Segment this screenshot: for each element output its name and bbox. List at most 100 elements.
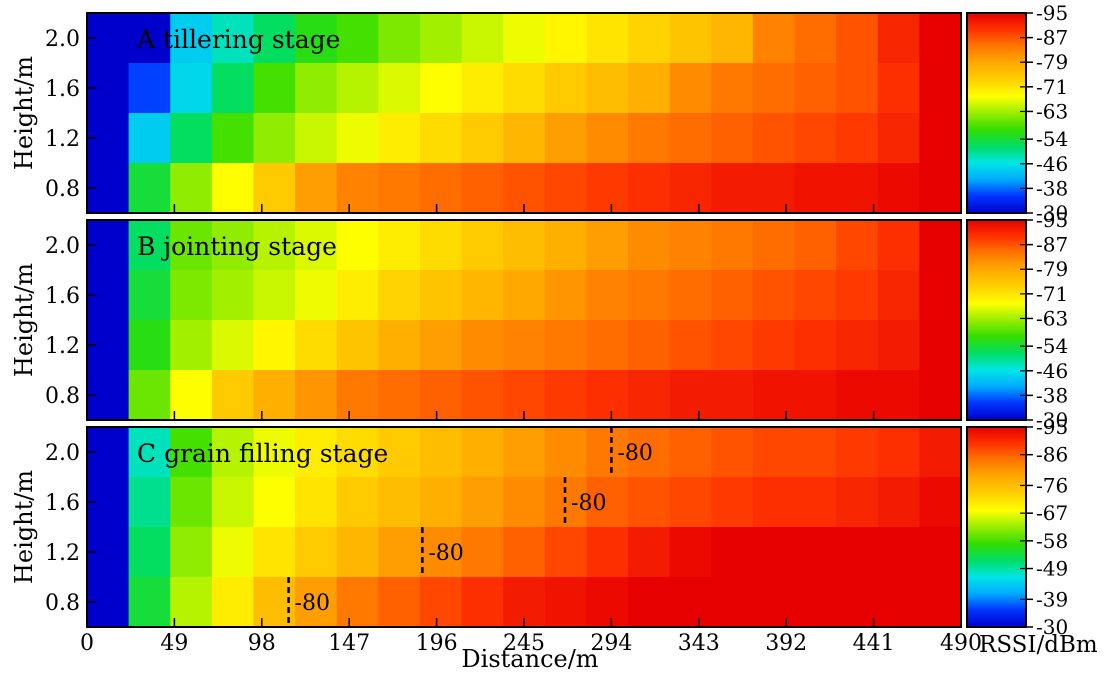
heatmap-cell	[752, 427, 796, 478]
y-tick-label: 1.2	[45, 334, 80, 359]
heatmap-cell	[461, 320, 504, 371]
heatmap-cell	[919, 220, 962, 271]
panel-a: 2.0 1.6 1.2 0.8 Height/m A tillering stage -95…	[10, 1, 1068, 225]
heatmap-cell	[128, 320, 171, 371]
colorbar-tick-label: -95	[1036, 415, 1068, 439]
heatmap-cell	[794, 63, 837, 114]
heatmap-cell	[544, 577, 588, 628]
heatmap-cell	[170, 220, 213, 271]
heatmap-cell	[295, 113, 338, 164]
heatmap-cell	[295, 63, 338, 114]
heatmap-cell	[211, 113, 255, 164]
colorbar-gradient	[966, 219, 1027, 421]
heatmap-cell	[211, 477, 255, 528]
heatmap-cell	[836, 477, 879, 528]
heatmap-cell	[628, 163, 671, 214]
heatmap-cell	[836, 320, 879, 371]
colorbar-tick-label: -76	[1036, 473, 1068, 497]
heatmap-cell	[336, 270, 379, 321]
heatmap-cell	[586, 320, 629, 371]
heatmap-cell	[669, 527, 712, 578]
heatmap-cell	[919, 320, 962, 371]
y-tick-label: 2.0	[45, 234, 80, 259]
colorbar-tick-label: -87	[1036, 26, 1068, 50]
heatmap-cell	[669, 13, 712, 64]
heatmap-cell	[378, 477, 421, 528]
heatmap-cell	[711, 320, 754, 371]
heatmap-cell	[752, 163, 796, 214]
heatmap-cell	[752, 13, 796, 64]
colorbar-tick-label: -49	[1036, 557, 1068, 581]
heatmap-cell	[336, 427, 379, 478]
heatmap-cell	[461, 427, 504, 478]
heatmap-cell	[128, 63, 171, 114]
heatmap-cell	[877, 270, 920, 321]
heatmap-cell	[128, 370, 171, 421]
heatmap-cell	[336, 13, 379, 64]
heatmap-cell	[211, 370, 255, 421]
heatmap-cell	[336, 113, 379, 164]
heatmap-cell	[170, 477, 213, 528]
y-tick-label: 0.8	[45, 591, 80, 616]
heatmap-cell	[628, 13, 671, 64]
heatmap-cell	[461, 163, 504, 214]
heatmap-cell	[669, 220, 712, 271]
heatmap-cell	[919, 113, 962, 164]
threshold-label: -80	[617, 441, 652, 466]
heatmap-cell	[461, 370, 504, 421]
heatmap-cell	[128, 113, 171, 164]
heatmap-cell	[378, 427, 421, 478]
x-tick-label: 0	[80, 631, 94, 656]
heatmap-cell	[419, 577, 463, 628]
heatmap-cell	[211, 527, 255, 578]
heatmap-cell	[836, 113, 879, 164]
x-tick-label: 245	[503, 631, 545, 656]
heatmap-cell	[503, 220, 546, 271]
heatmap-cell	[295, 270, 338, 321]
panel-title: C grain filling stage	[137, 439, 388, 468]
heatmap-cell	[336, 320, 379, 371]
heatmap-cell	[336, 370, 379, 421]
colorbar-tick-label: -63	[1036, 99, 1068, 123]
heatmap-cell	[170, 270, 213, 321]
heatmap-cell	[669, 427, 712, 478]
threshold-label: -80	[428, 541, 463, 566]
heatmap-cell	[503, 270, 546, 321]
x-tick-label: 196	[416, 631, 458, 656]
heatmap-cell	[919, 370, 962, 421]
heatmap-cell	[628, 63, 671, 114]
heatmap-cell	[253, 220, 296, 271]
heatmap-cell	[711, 577, 754, 628]
heatmap-cell	[628, 527, 671, 578]
heatmap-cell	[253, 427, 296, 478]
heatmap-cell	[253, 477, 296, 528]
heatmap-cell	[669, 320, 712, 371]
x-tick-label: 98	[248, 631, 276, 656]
heatmap-cell	[544, 270, 588, 321]
heatmap-cell	[586, 427, 629, 478]
colorbar-tick-label: -39	[1036, 587, 1068, 611]
heatmap-cell	[336, 477, 379, 528]
heatmap-cell	[586, 577, 629, 628]
heatmap-cell	[378, 13, 421, 64]
heatmap-cell	[628, 370, 671, 421]
heatmap-cell	[711, 270, 754, 321]
heatmap-cell	[419, 477, 463, 528]
heatmap-cell	[544, 163, 588, 214]
heatmap-cell	[461, 113, 504, 164]
heatmap-cell	[128, 220, 171, 271]
y-tick-label: 0.8	[45, 384, 80, 409]
heatmap-cell	[378, 320, 421, 371]
heatmap-cell	[794, 163, 837, 214]
heatmap-cell	[877, 163, 920, 214]
heatmap-cell	[503, 13, 546, 64]
colorbar-tick-label: -79	[1036, 257, 1068, 281]
heatmap-cell	[170, 370, 213, 421]
heatmap-cell	[544, 320, 588, 371]
heatmap-cell	[170, 63, 213, 114]
heatmap-cell	[211, 427, 255, 478]
heatmap-cell	[752, 370, 796, 421]
heatmap-cell	[336, 527, 379, 578]
heatmap-cell	[586, 527, 629, 578]
colorbar-tick-label: -54	[1036, 127, 1068, 151]
